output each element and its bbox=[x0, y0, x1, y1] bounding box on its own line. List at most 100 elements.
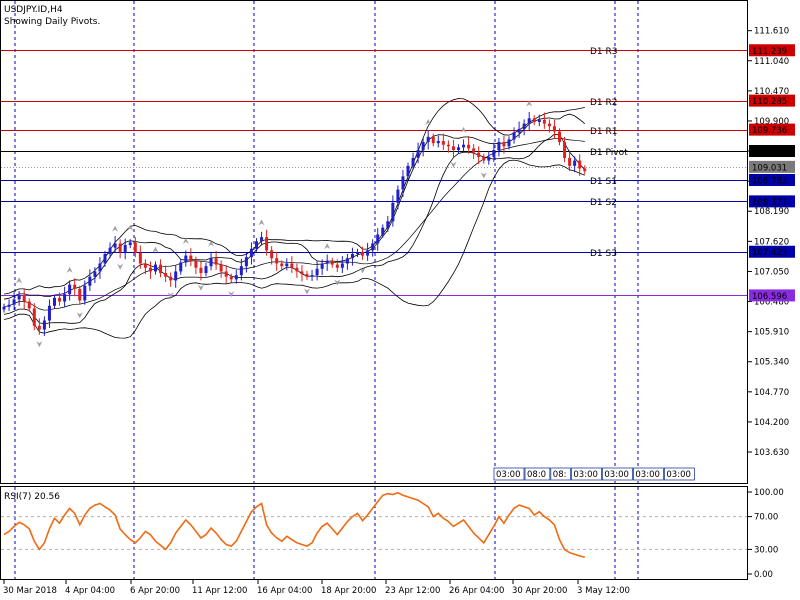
candle-body bbox=[472, 148, 476, 153]
time-tick-label: 26 Apr 04:00 bbox=[449, 586, 504, 596]
pivot-label: D1 S1 bbox=[590, 177, 617, 187]
rsi-axis: 100.00 70.00 30.00 0.00 bbox=[748, 488, 784, 580]
candle-body bbox=[431, 136, 435, 144]
candle-body bbox=[118, 243, 122, 252]
candle-body bbox=[356, 251, 359, 255]
candle-body bbox=[280, 263, 284, 267]
candle-body bbox=[249, 248, 253, 258]
price-tick-label: 108.190 bbox=[754, 207, 789, 217]
price-badge-label: 109.331 bbox=[752, 148, 787, 158]
price-tick-label: 107.050 bbox=[754, 267, 789, 277]
candle-body bbox=[583, 168, 587, 172]
candle-body bbox=[174, 271, 178, 281]
fractal-up-arrow bbox=[182, 237, 189, 244]
candle-body bbox=[194, 260, 198, 268]
candle-body bbox=[53, 297, 56, 306]
candle-body bbox=[73, 284, 77, 289]
price-badge bbox=[749, 44, 795, 57]
candle-body bbox=[391, 202, 395, 222]
pivot-label: D1 R1 bbox=[590, 127, 618, 137]
candle-body bbox=[98, 263, 102, 272]
price-badge-label: 110.285 bbox=[752, 97, 787, 107]
pivot-label: D1 Pivot bbox=[590, 148, 628, 158]
session-label: 08:0 bbox=[527, 470, 546, 480]
price-tick-label: 104.770 bbox=[754, 388, 789, 398]
candle-body bbox=[7, 304, 11, 307]
candle-body bbox=[446, 144, 450, 147]
candle-body bbox=[133, 242, 137, 253]
candle-body bbox=[492, 150, 496, 157]
time-tick-label: 3 May 12:00 bbox=[577, 586, 630, 596]
candle-body bbox=[164, 273, 168, 277]
candle-body bbox=[27, 301, 31, 309]
candle-body bbox=[285, 263, 289, 267]
price-badge-label: 111.239 bbox=[752, 47, 787, 57]
candle-body bbox=[128, 242, 132, 246]
session-label: 03:00 bbox=[496, 470, 521, 480]
price-badges: 111.239 110.285 109.736 109.331 108.782 108.3… bbox=[749, 44, 795, 302]
candle-body bbox=[457, 147, 460, 150]
rsi-line bbox=[3, 491, 585, 558]
candle-body bbox=[482, 156, 486, 161]
candle-body bbox=[159, 264, 163, 274]
candle-body bbox=[219, 264, 223, 272]
price-badge bbox=[749, 160, 795, 173]
price-badge-label: 107.423 bbox=[752, 248, 787, 258]
candle-body bbox=[552, 126, 556, 132]
session-label: 08: bbox=[553, 470, 567, 480]
price-badge bbox=[749, 173, 795, 186]
candle-body bbox=[426, 136, 430, 143]
candle-body bbox=[179, 262, 183, 272]
candle-body bbox=[189, 255, 193, 261]
candles bbox=[2, 111, 587, 336]
candle-body bbox=[462, 144, 466, 148]
candle-body bbox=[154, 264, 157, 272]
fractal-up-arrow bbox=[425, 119, 432, 126]
candle-body bbox=[22, 295, 26, 302]
candle-body bbox=[270, 250, 274, 259]
candle-body bbox=[58, 297, 62, 302]
candle-body bbox=[12, 299, 16, 305]
price-badge bbox=[749, 245, 795, 258]
time-tick-label: 11 Apr 12:00 bbox=[192, 586, 247, 596]
candle-body bbox=[563, 142, 567, 158]
fractal-down-arrow bbox=[117, 263, 124, 270]
candle-body bbox=[17, 295, 21, 300]
fractal-down-arrow bbox=[36, 341, 43, 348]
candle-body bbox=[573, 160, 577, 166]
candle-body bbox=[300, 271, 304, 275]
candle-body bbox=[558, 131, 561, 143]
fractal-down-arrow bbox=[480, 172, 487, 179]
price-badge bbox=[749, 289, 795, 302]
candle-body bbox=[244, 257, 248, 267]
fractal-down-arrow bbox=[359, 267, 366, 274]
fractal-up-arrow bbox=[16, 277, 23, 284]
candle-body bbox=[522, 123, 526, 129]
rsi-tick-label: 30.00 bbox=[754, 545, 778, 555]
candle-body bbox=[234, 275, 238, 280]
pivot-label: D1 S3 bbox=[590, 249, 617, 259]
candle-body bbox=[209, 258, 213, 267]
candle-body bbox=[451, 146, 455, 150]
candle-body bbox=[330, 260, 334, 265]
candle-body bbox=[467, 144, 471, 149]
fractal-up-arrow bbox=[66, 266, 73, 273]
candle-body bbox=[310, 275, 314, 277]
candle-body bbox=[78, 288, 82, 301]
fractal-up-arrow bbox=[324, 243, 331, 250]
candle-body bbox=[214, 258, 218, 265]
candle-body bbox=[138, 252, 142, 264]
candle-body bbox=[239, 266, 243, 276]
candle-body bbox=[406, 165, 410, 177]
candle-body bbox=[68, 284, 72, 295]
candle-body bbox=[199, 267, 203, 274]
candle-body bbox=[361, 251, 365, 256]
time-tick-label: 4 Apr 04:00 bbox=[65, 586, 115, 596]
price-axis: 111.610111.040110.470109.900109.330108.7… bbox=[748, 27, 789, 458]
price-tick-label: 109.900 bbox=[754, 117, 789, 127]
candle-body bbox=[578, 160, 582, 169]
candle-body bbox=[229, 276, 233, 280]
candle-body bbox=[527, 118, 531, 124]
price-tick-label: 107.620 bbox=[754, 237, 789, 247]
